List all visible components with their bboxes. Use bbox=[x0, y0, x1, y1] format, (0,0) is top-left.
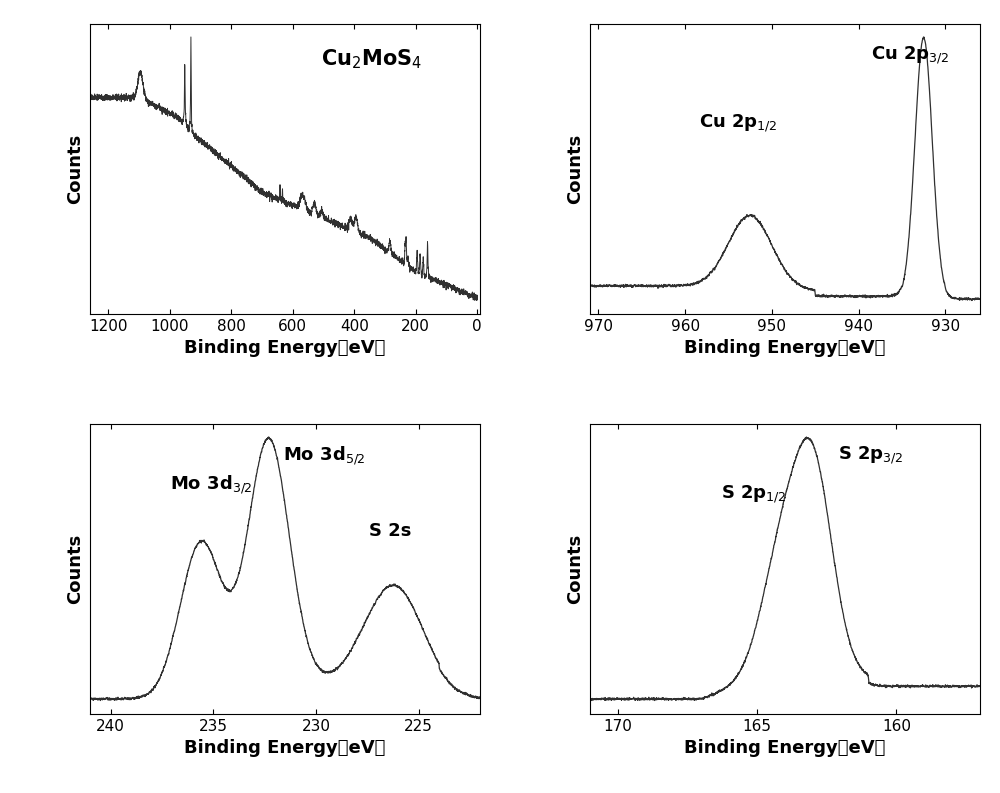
Text: Mo 3d$_{3/2}$: Mo 3d$_{3/2}$ bbox=[170, 473, 252, 496]
Text: Cu$_2$MoS$_4$: Cu$_2$MoS$_4$ bbox=[321, 47, 422, 71]
Text: Cu 2p$_{1/2}$: Cu 2p$_{1/2}$ bbox=[699, 113, 777, 134]
Text: S 2s: S 2s bbox=[369, 522, 412, 540]
Text: S 2p$_{1/2}$: S 2p$_{1/2}$ bbox=[721, 484, 786, 505]
Y-axis label: Counts: Counts bbox=[66, 133, 84, 204]
Y-axis label: Counts: Counts bbox=[66, 534, 84, 604]
Y-axis label: Counts: Counts bbox=[566, 534, 584, 604]
X-axis label: Binding Energy（eV）: Binding Energy（eV） bbox=[684, 739, 886, 757]
Text: S 2p$_{3/2}$: S 2p$_{3/2}$ bbox=[838, 444, 903, 465]
Y-axis label: Counts: Counts bbox=[566, 133, 584, 204]
Text: Mo 3d$_{5/2}$: Mo 3d$_{5/2}$ bbox=[283, 444, 366, 467]
X-axis label: Binding Energy（eV）: Binding Energy（eV） bbox=[184, 339, 386, 357]
X-axis label: Binding Energy（eV）: Binding Energy（eV） bbox=[184, 739, 386, 757]
Text: Cu 2p$_{3/2}$: Cu 2p$_{3/2}$ bbox=[871, 44, 949, 66]
X-axis label: Binding Energy（eV）: Binding Energy（eV） bbox=[684, 339, 886, 357]
